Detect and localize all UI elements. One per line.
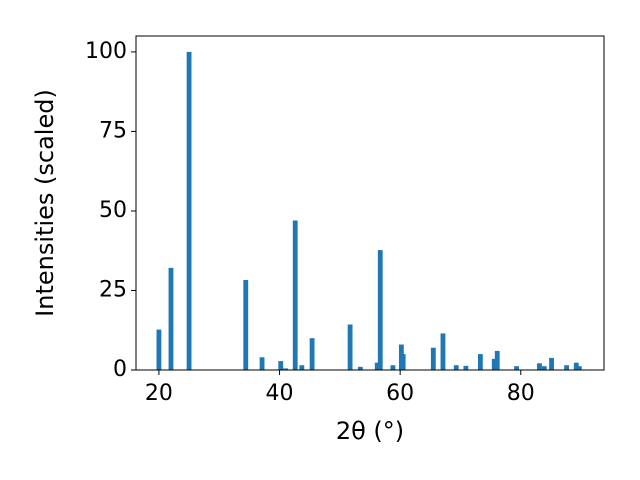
x-tick-label: 80 bbox=[507, 381, 535, 406]
plot-frame bbox=[135, 35, 605, 371]
bar bbox=[564, 365, 570, 370]
bar bbox=[549, 357, 554, 370]
bar bbox=[541, 366, 547, 370]
bar bbox=[168, 267, 174, 370]
bar bbox=[440, 333, 446, 370]
x-tick-label: 40 bbox=[266, 381, 294, 406]
bar bbox=[576, 366, 582, 370]
bar bbox=[347, 324, 353, 370]
bar bbox=[514, 366, 519, 370]
bar bbox=[374, 362, 380, 370]
bar bbox=[292, 220, 298, 370]
bar bbox=[357, 366, 363, 370]
bar bbox=[477, 354, 483, 370]
bar bbox=[463, 365, 469, 370]
x-tick-label: 60 bbox=[386, 381, 414, 406]
bar bbox=[186, 51, 192, 371]
bar bbox=[278, 361, 284, 370]
bar bbox=[537, 363, 542, 370]
y-tick-label: 0 bbox=[113, 357, 127, 382]
bar bbox=[453, 365, 459, 370]
y-tick-label: 50 bbox=[99, 198, 127, 223]
bar bbox=[390, 365, 396, 370]
y-tick-label: 25 bbox=[99, 277, 127, 302]
bar bbox=[430, 347, 436, 370]
bar bbox=[400, 354, 406, 370]
bar bbox=[283, 368, 288, 370]
bar bbox=[259, 357, 265, 370]
x-tick-label: 20 bbox=[145, 381, 173, 406]
y-tick-label: 100 bbox=[85, 39, 127, 64]
y-axis-label: Intensities (scaled) bbox=[31, 89, 59, 317]
bar bbox=[243, 279, 249, 370]
bar bbox=[377, 250, 383, 370]
bar bbox=[494, 350, 500, 370]
bar bbox=[309, 338, 315, 370]
x-axis-label: 2θ (°) bbox=[336, 417, 404, 445]
bar bbox=[491, 358, 497, 370]
y-tick-label: 75 bbox=[99, 118, 127, 143]
bar bbox=[156, 329, 162, 370]
bar bbox=[299, 365, 305, 370]
bar bbox=[573, 362, 579, 370]
